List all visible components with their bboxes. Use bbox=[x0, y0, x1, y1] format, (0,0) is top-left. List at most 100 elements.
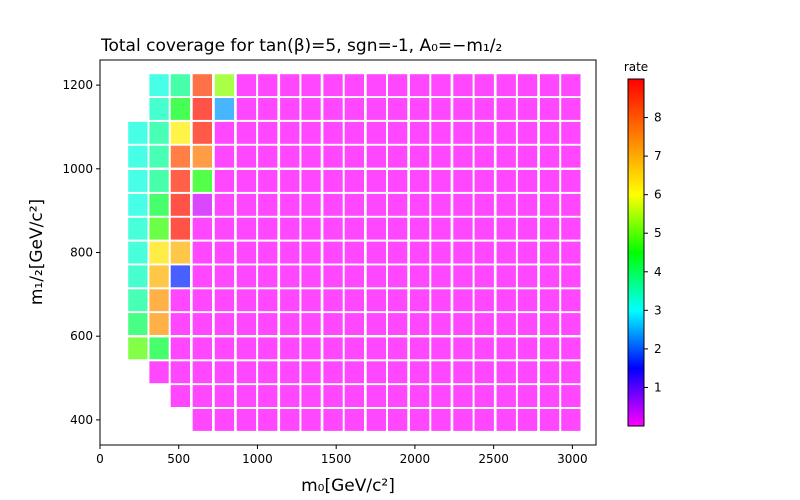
heatmap-cell bbox=[496, 265, 516, 288]
heatmap-cell bbox=[323, 409, 343, 431]
heatmap-cell bbox=[366, 217, 386, 240]
x-tick-label: 0 bbox=[96, 452, 104, 466]
heatmap-cell bbox=[128, 217, 148, 240]
heatmap-cell bbox=[453, 337, 473, 360]
heatmap-cell bbox=[170, 121, 190, 144]
heatmap-cell bbox=[214, 241, 235, 264]
heatmap-cell bbox=[236, 265, 257, 288]
x-tick-label: 500 bbox=[167, 452, 190, 466]
heatmap-cell bbox=[323, 193, 343, 216]
heatmap-cell bbox=[128, 289, 148, 312]
heatmap-cell bbox=[301, 121, 321, 144]
heatmap-cell bbox=[192, 337, 212, 360]
heatmap-cell bbox=[561, 170, 581, 192]
heatmap-cell bbox=[496, 193, 516, 216]
heatmap-cell bbox=[539, 337, 560, 360]
heatmap-cell bbox=[344, 337, 364, 360]
heatmap-cell bbox=[431, 145, 451, 168]
heatmap-cell bbox=[517, 121, 538, 144]
heatmap-cell bbox=[170, 289, 190, 312]
heatmap-cell bbox=[431, 313, 451, 335]
heatmap-cell bbox=[149, 217, 169, 240]
heatmap-cell bbox=[517, 193, 538, 216]
heatmap-cell bbox=[323, 98, 343, 120]
heatmap-cell bbox=[366, 170, 386, 192]
heatmap-cell bbox=[366, 385, 386, 407]
heatmap-cell bbox=[431, 361, 451, 384]
heatmap-cell bbox=[192, 98, 212, 120]
heatmap-cell bbox=[258, 170, 278, 192]
heatmap-cell bbox=[344, 289, 364, 312]
heatmap-cell bbox=[474, 193, 494, 216]
heatmap-cell bbox=[517, 361, 538, 384]
heatmap-cell bbox=[280, 289, 300, 312]
heatmap-cell bbox=[149, 193, 169, 216]
heatmap-cell bbox=[258, 337, 278, 360]
heatmap-cell bbox=[366, 289, 386, 312]
heatmap-cell bbox=[170, 313, 190, 335]
heatmap-cell bbox=[496, 385, 516, 407]
heatmap-cell bbox=[214, 361, 235, 384]
heatmap-cell bbox=[128, 313, 148, 335]
x-axis-label: m₀[GeV/c²] bbox=[301, 476, 395, 496]
heatmap-cell bbox=[192, 121, 212, 144]
colorbar bbox=[627, 78, 645, 427]
heatmap-cell bbox=[149, 145, 169, 168]
colorbar-tick-label: 2 bbox=[654, 342, 662, 356]
heatmap-cell bbox=[149, 337, 169, 360]
heatmap-cell bbox=[344, 74, 364, 97]
heatmap-cell bbox=[410, 98, 430, 120]
heatmap-cell bbox=[301, 145, 321, 168]
heatmap-cell bbox=[323, 337, 343, 360]
heatmap-cell bbox=[323, 385, 343, 407]
heatmap-cell bbox=[561, 289, 581, 312]
heatmap-cell bbox=[301, 361, 321, 384]
heatmap-cell bbox=[301, 409, 321, 431]
heatmap-cell bbox=[192, 145, 212, 168]
heatmap-cell bbox=[561, 145, 581, 168]
y-tick-label: 1000 bbox=[62, 162, 93, 176]
heatmap-cell bbox=[236, 289, 257, 312]
heatmap-cell bbox=[431, 241, 451, 264]
colorbar-tick-label: 5 bbox=[654, 226, 662, 240]
heatmap-cell bbox=[236, 145, 257, 168]
heatmap-cell bbox=[474, 217, 494, 240]
heatmap-cell bbox=[258, 193, 278, 216]
heatmap-cell bbox=[170, 98, 190, 120]
colorbar-tick-label: 4 bbox=[654, 265, 662, 279]
heatmap-cell bbox=[301, 170, 321, 192]
colorbar-tick-label: 7 bbox=[654, 149, 662, 163]
heatmap-cell bbox=[149, 170, 169, 192]
heatmap-cell bbox=[280, 385, 300, 407]
heatmap-cell bbox=[192, 361, 212, 384]
heatmap-cell bbox=[539, 409, 560, 431]
heatmap-cell bbox=[214, 145, 235, 168]
heatmap-cell bbox=[214, 313, 235, 335]
heatmap-cell bbox=[170, 241, 190, 264]
heatmap-cell bbox=[410, 74, 430, 97]
heatmap-cell bbox=[388, 145, 408, 168]
heatmap-cell bbox=[258, 265, 278, 288]
heatmap-cell bbox=[258, 409, 278, 431]
heatmap-cell bbox=[517, 74, 538, 97]
heatmap-cell bbox=[214, 98, 235, 120]
heatmap-cell bbox=[280, 313, 300, 335]
heatmap-cell bbox=[280, 145, 300, 168]
heatmap-cell bbox=[517, 265, 538, 288]
heatmap-cell bbox=[192, 193, 212, 216]
heatmap-cell bbox=[128, 145, 148, 168]
heatmap-cell bbox=[323, 241, 343, 264]
heatmap-cell bbox=[258, 361, 278, 384]
colorbar-ticks: 1 2 3 4 5 6 7 8 bbox=[644, 111, 662, 394]
heatmap-cell bbox=[192, 241, 212, 264]
heatmap-cell bbox=[192, 217, 212, 240]
heatmap-cell bbox=[366, 145, 386, 168]
heatmap-cell bbox=[366, 265, 386, 288]
heatmap-cell bbox=[539, 193, 560, 216]
heatmap-cell bbox=[539, 361, 560, 384]
heatmap-cell bbox=[539, 265, 560, 288]
x-tick-label: 1000 bbox=[242, 452, 273, 466]
heatmap-cell bbox=[388, 289, 408, 312]
heatmap-cell bbox=[496, 217, 516, 240]
